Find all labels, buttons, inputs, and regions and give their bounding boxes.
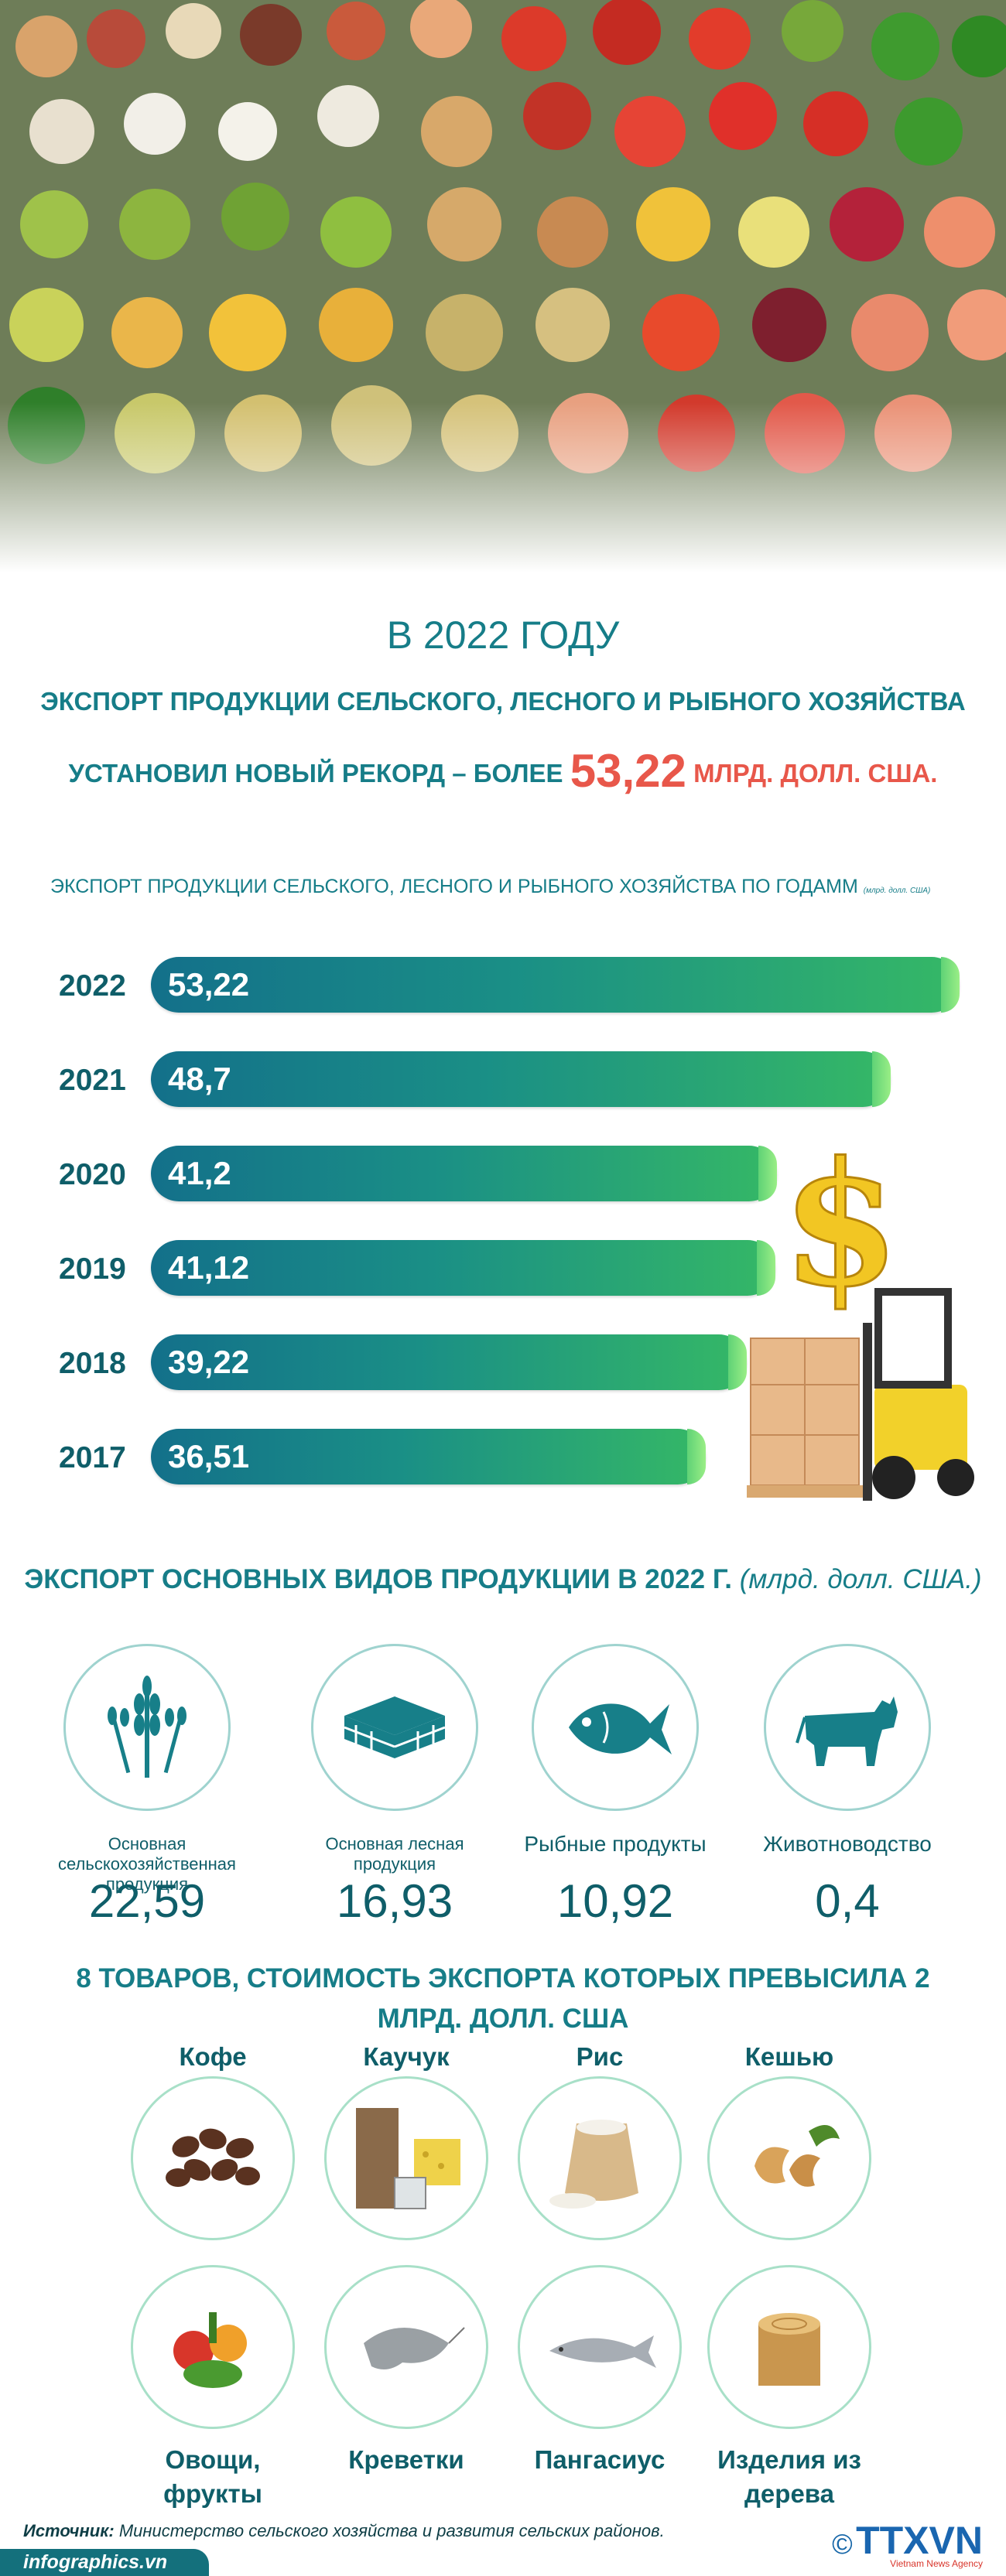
year-label: 2021 [59, 1064, 126, 1097]
good-wood: Изделия из дерева [693, 2265, 886, 2511]
record-unit: МЛРД. ДОЛЛ. США. [693, 759, 938, 787]
good-name: Кофе [179, 2042, 247, 2071]
shrimp-icon [324, 2265, 488, 2429]
bar-value-label: 41,12 [168, 1249, 250, 1286]
headline-record: УСТАНОВИЛ НОВЫЙ РЕКОРД – БОЛЕЕ 53,22 МЛР… [0, 744, 1006, 798]
bar-cap [758, 1146, 777, 1201]
brand-logo: © TTXVN Vietnam News Agency [832, 2518, 983, 2569]
category-livestock: Животноводство 0,4 [747, 1644, 948, 1928]
bar-2017: 36,51 [151, 1429, 706, 1484]
chart-title: ЭКСПОРТ ПРОДУКЦИИ СЕЛЬСКОГО, ЛЕСНОГО И Р… [50, 876, 930, 898]
bar-2021: 48,7 [151, 1051, 891, 1107]
good-name: Креветки [348, 2445, 464, 2474]
hero-fade [0, 402, 1006, 572]
category-label: Основная сельскохозяйственная продукция [58, 1834, 236, 1894]
source-line: Источник: Министерство сельского хозяйст… [23, 2521, 665, 2541]
good-pangasius: Пангасиус [503, 2265, 696, 2477]
bar-2018: 39,22 [151, 1334, 747, 1390]
bar-2022: 53,22 [151, 957, 960, 1013]
good-shrimp: Креветки [310, 2265, 503, 2477]
good-name: Овощи, фрукты [163, 2445, 262, 2508]
good-cashew: Кешью [693, 2042, 886, 2240]
bar-cap [728, 1334, 747, 1390]
footer: Источник: Министерство сельского хозяйст… [0, 2518, 1006, 2576]
bar-cap [872, 1051, 891, 1107]
year-label: 2018 [59, 1347, 126, 1380]
good-name: Каучук [363, 2042, 450, 2071]
good-rice: Рис [503, 2042, 696, 2240]
category-label: Рыбные продукты [524, 1832, 707, 1856]
pallet-icon [311, 1644, 478, 1811]
categories-unit: (млрд. долл. США.) [739, 1564, 982, 1594]
wheat-icon [63, 1644, 231, 1811]
wood-stump-icon [707, 2265, 871, 2429]
brand-name: TTXVN [856, 2519, 983, 2562]
copyright-icon: © [832, 2528, 853, 2560]
headline-year: В 2022 ГОДУ [386, 613, 620, 657]
good-name: Кешью [744, 2042, 834, 2071]
brand-sub: Vietnam News Agency [890, 2558, 983, 2569]
site-link[interactable]: infographics.vn [23, 2551, 168, 2573]
category-forestry: Основная лесная продукция 16,93 [294, 1644, 495, 1928]
headline-subtitle: ЭКСПОРТ ПРОДУКЦИИ СЕЛЬСКОГО, ЛЕСНОГО И Р… [40, 687, 966, 716]
bar-value-label: 41,2 [168, 1155, 231, 1191]
category-value: 0,4 [815, 1875, 880, 1927]
good-rubber: Каучук [310, 2042, 503, 2240]
coffee-icon [131, 2076, 295, 2240]
chart-unit-note: (млрд. долл. США) [863, 887, 931, 895]
categories-title: ЭКСПОРТ ОСНОВНЫХ ВИДОВ ПРОДУКЦИИ В 2022 … [0, 1564, 1006, 1595]
source-text: Министерство сельского хозяйства и разви… [118, 2521, 665, 2540]
pangasius-icon [518, 2265, 682, 2429]
year-label: 2022 [59, 969, 126, 1003]
cow-icon [764, 1644, 931, 1811]
category-label: Основная лесная продукция [325, 1834, 464, 1874]
good-name: Пангасиус [534, 2445, 666, 2474]
good-vegetables: Овощи, фрукты [116, 2265, 310, 2511]
cashew-icon [707, 2076, 871, 2240]
vegetables-icon [131, 2265, 295, 2429]
bar-cap [687, 1429, 706, 1484]
bar-value-label: 48,7 [168, 1061, 231, 1097]
category-agriculture: Основная сельскохозяйственная продукция … [46, 1644, 248, 1928]
site-badge: infographics.vn [0, 2549, 209, 2576]
fish-icon [532, 1644, 699, 1811]
category-fishery: Рыбные продукты 10,92 [515, 1644, 716, 1928]
category-value: 22,59 [88, 1875, 206, 1927]
category-label: Животноводство [763, 1832, 932, 1856]
goods-title: 8 ТОВАРОВ, СТОИМОСТЬ ЭКСПОРТА КОТОРЫХ ПР… [76, 1963, 930, 2034]
bar-cap [941, 957, 960, 1013]
category-value: 16,93 [336, 1875, 453, 1927]
bar-value-label: 36,51 [168, 1438, 250, 1474]
bar-value-label: 53,22 [168, 966, 250, 1003]
rubber-icon [324, 2076, 488, 2240]
year-label: 2017 [59, 1441, 126, 1474]
hero-produce-photo [0, 0, 1006, 572]
forklift-dollar-icon: $ [747, 1129, 974, 1501]
record-prefix: УСТАНОВИЛ НОВЫЙ РЕКОРД – БОЛЕЕ [68, 759, 563, 787]
year-label: 2019 [59, 1252, 126, 1286]
category-value: 10,92 [556, 1875, 674, 1927]
bar-value-label: 39,22 [168, 1344, 250, 1380]
bar-2019: 41,12 [151, 1240, 775, 1296]
good-name: Изделия из дерева [717, 2445, 861, 2508]
record-value: 53,22 [570, 745, 686, 797]
source-label: Источник: [23, 2521, 115, 2540]
bar-2020: 41,2 [151, 1146, 777, 1201]
good-name: Рис [576, 2042, 624, 2071]
good-coffee: Кофе [116, 2042, 310, 2240]
rice-sack-icon [518, 2076, 682, 2240]
year-label: 2020 [59, 1158, 126, 1191]
chart-title-text: ЭКСПОРТ ПРОДУКЦИИ СЕЛЬСКОГО, ЛЕСНОГО И Р… [50, 876, 858, 897]
bar-cap [757, 1240, 775, 1296]
categories-title-text: ЭКСПОРТ ОСНОВНЫХ ВИДОВ ПРОДУКЦИИ В 2022 … [24, 1564, 733, 1594]
